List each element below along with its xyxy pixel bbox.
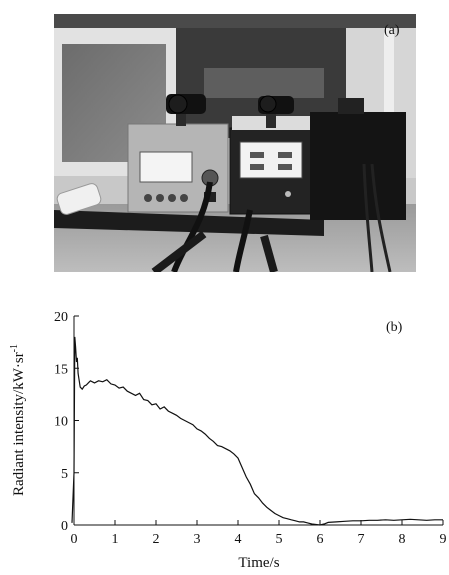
x-tick-label: 5: [276, 532, 283, 547]
cable: [171, 181, 213, 272]
remote-control: [56, 183, 102, 215]
y-axis-title: Radiant intensity/kW·sr-1: [9, 344, 27, 496]
chart-svg: 0 5 10 15 20 0 1 2 3 4 5 6 7 8 9 Time/s Radiant inten…: [9, 310, 447, 571]
display-right: [239, 141, 303, 179]
detector-lens: [168, 94, 188, 114]
photo-panel-label: (a): [384, 23, 400, 38]
x-tick-label: 6: [317, 532, 324, 547]
series-line: [71, 336, 443, 526]
x-tick-label: 0: [71, 532, 78, 547]
black-case: [310, 112, 406, 220]
table-top: [54, 210, 324, 236]
tripod-leg: [260, 234, 278, 272]
lab-equipment-photo: (a): [54, 14, 416, 272]
y-axis-title-main: Radiant intensity/kW·sr: [11, 352, 27, 496]
y-tick-label: 10: [54, 415, 68, 430]
chart-panel-label: (b): [386, 320, 403, 335]
x-tick-label: 9: [440, 532, 447, 547]
y-tick-label: 5: [61, 467, 68, 482]
knob: [180, 194, 188, 202]
tripod-leg: [151, 230, 207, 272]
knob: [168, 194, 176, 202]
y-tick-label: 0: [61, 519, 68, 534]
y-ticks: 0 5 10 15 20: [54, 310, 79, 534]
display-button: [250, 152, 264, 158]
x-tick-label: 3: [194, 532, 201, 547]
detector-mount: [176, 114, 186, 126]
x-tick-label: 7: [358, 532, 365, 547]
knob: [144, 194, 152, 202]
y-tick-label: 20: [54, 310, 68, 325]
indicator-light: [285, 191, 291, 197]
x-tick-label: 2: [153, 532, 160, 547]
x-axis-title: Time/s: [238, 555, 279, 570]
ceiling-band: [54, 14, 416, 28]
case-handle: [338, 98, 364, 114]
knob: [156, 194, 164, 202]
x-tick-label: 8: [399, 532, 406, 547]
cable: [370, 163, 392, 272]
y-tick-label: 15: [54, 362, 68, 377]
cable: [233, 209, 253, 272]
y-axis-title-superscript: -1: [9, 344, 20, 352]
tunnel-interior: [204, 68, 324, 98]
x-tick-label: 4: [235, 532, 242, 547]
cable: [362, 163, 374, 272]
chart-axes: [73, 316, 443, 526]
display-button: [278, 152, 292, 158]
radiant-intensity-chart: 0 5 10 15 20 0 1 2 3 4 5 6 7 8 9 Time/s Radiant inten…: [0, 300, 449, 571]
display-button: [278, 164, 292, 170]
wall-pillar: [384, 28, 394, 178]
display-button: [250, 164, 264, 170]
display-left: [139, 151, 193, 183]
detector-mount: [266, 114, 276, 128]
x-tick-label: 1: [112, 532, 119, 547]
x-ticks: 0 1 2 3 4 5 6 7 8 9: [71, 520, 447, 547]
photo-illustration: (a): [54, 14, 416, 272]
detector-lens: [259, 95, 277, 113]
